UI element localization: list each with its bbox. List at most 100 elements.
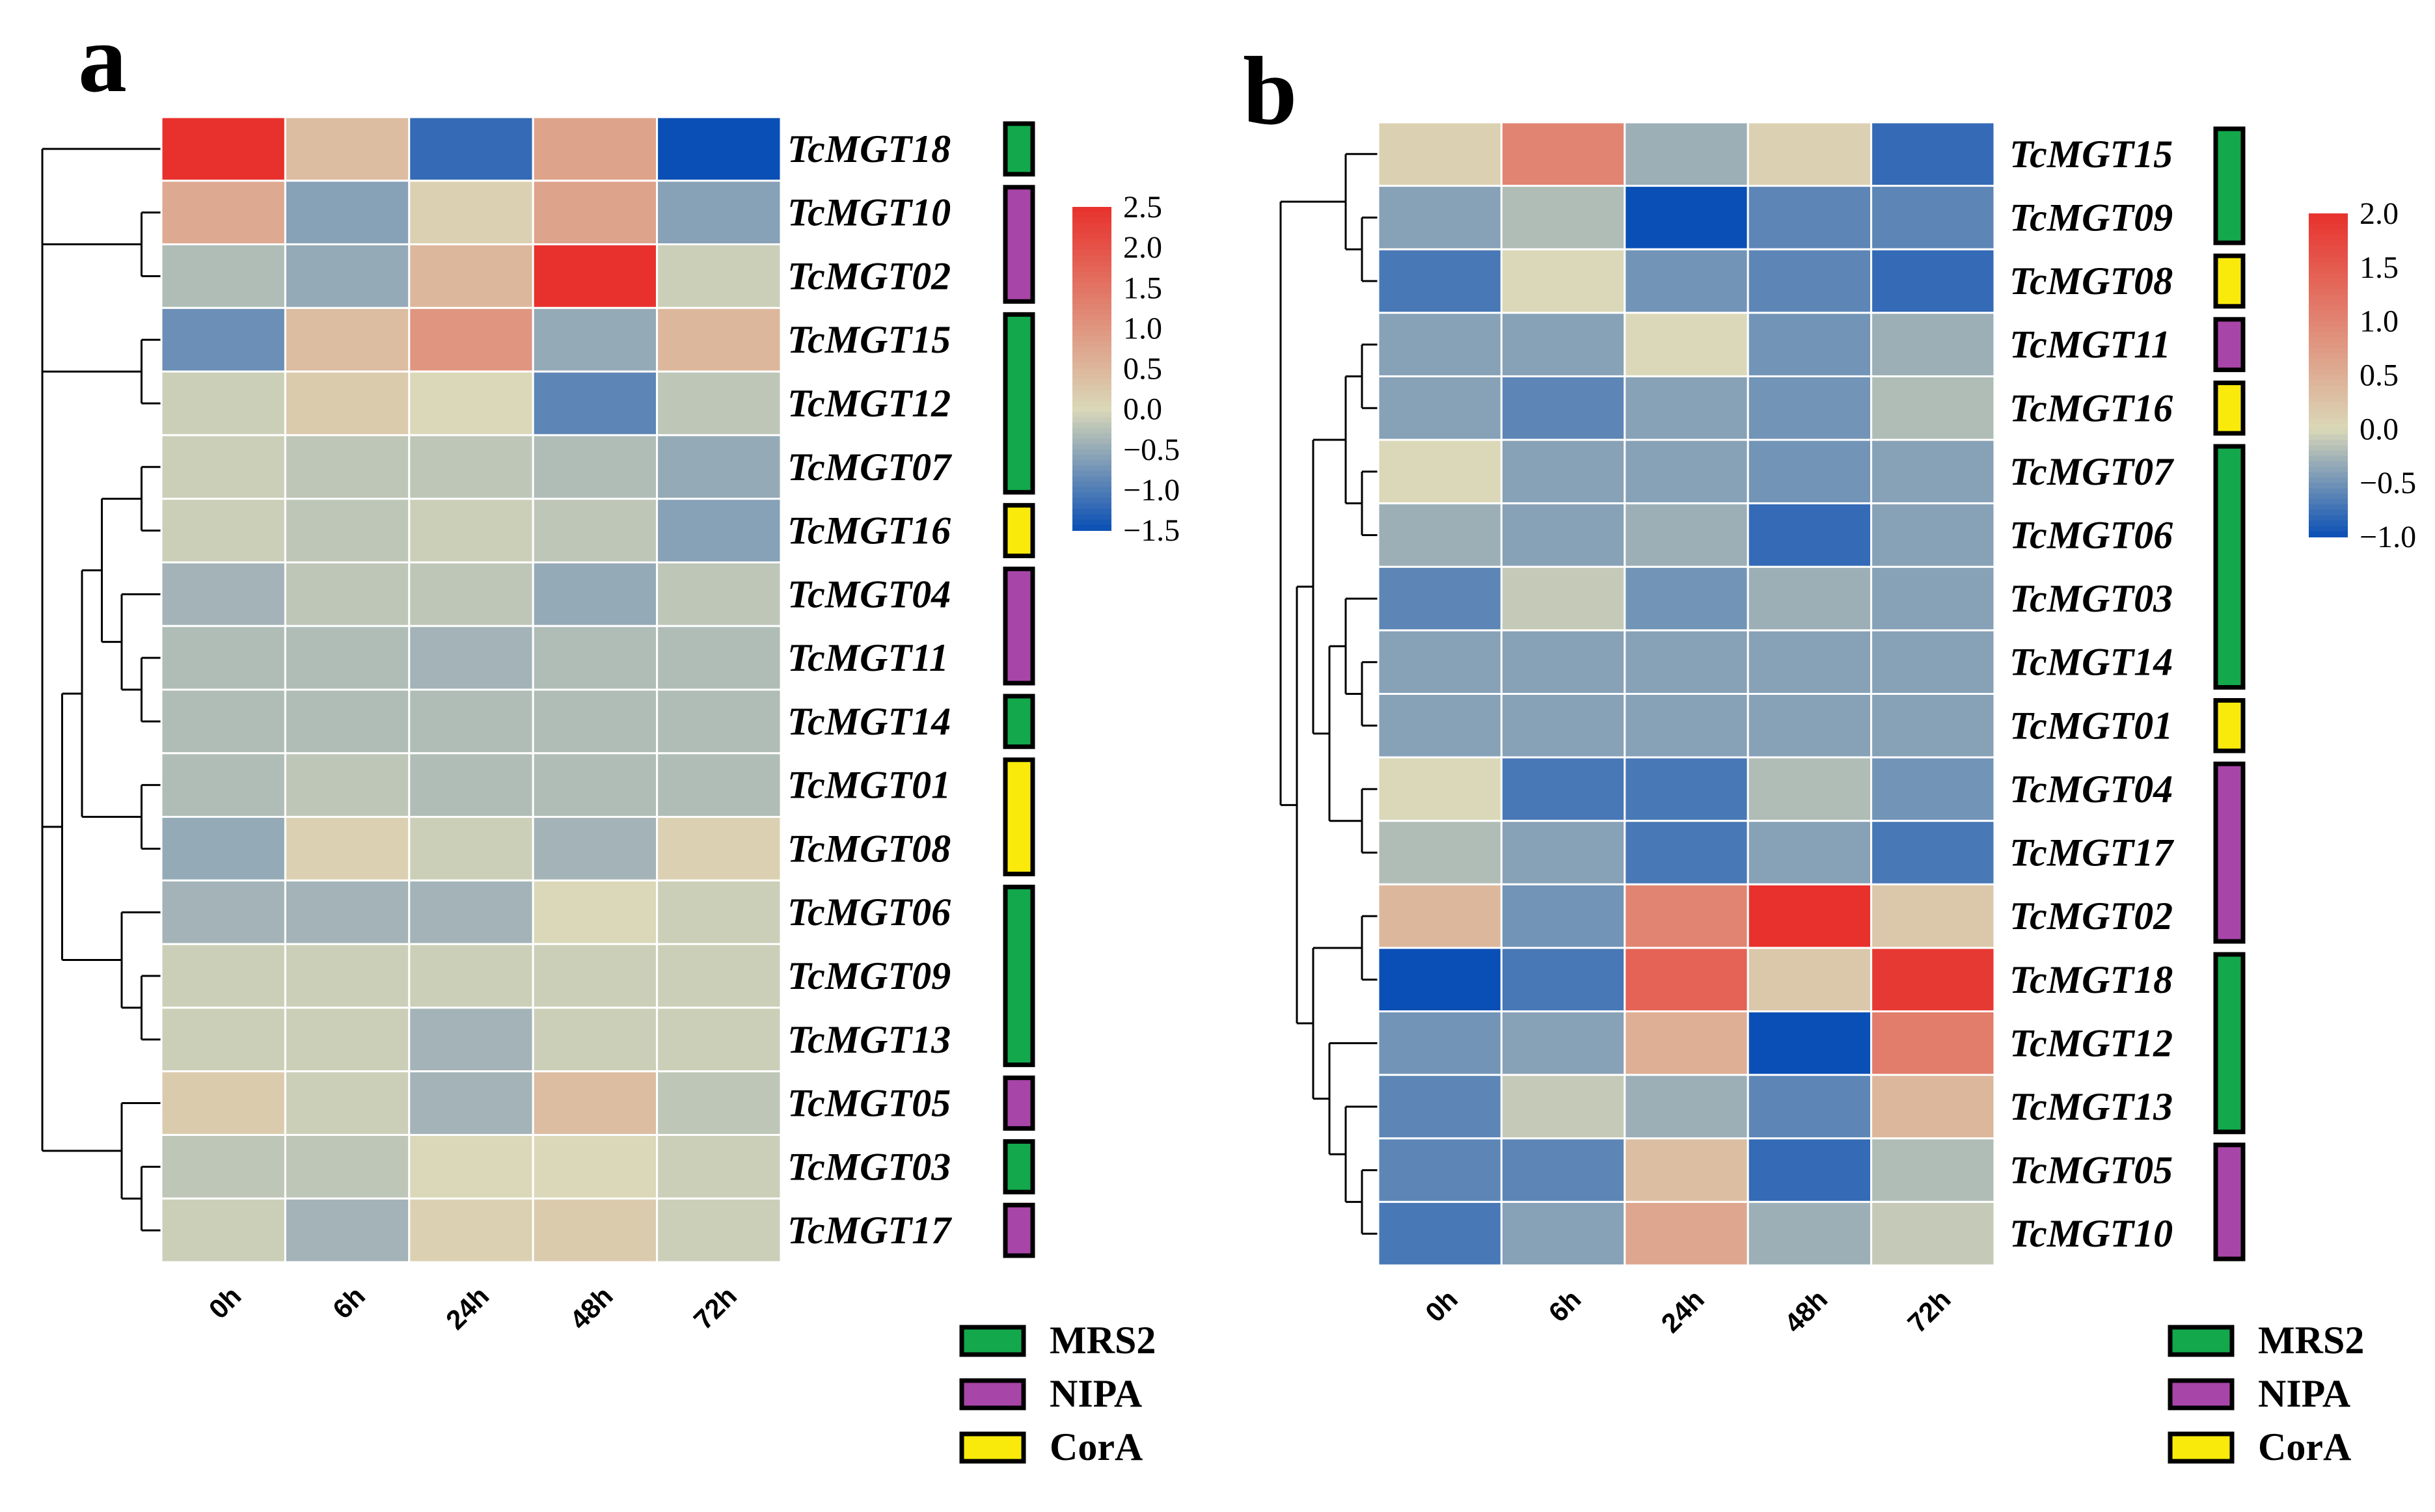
family-bar-cora-6 (1003, 757, 1035, 876)
heatmap-cell-TcMGT11-0h (1377, 312, 1503, 377)
colorbar-segment (1072, 239, 1111, 245)
colorbar-segment (1072, 401, 1111, 407)
heatmap-cell-TcMGT18-0h (1377, 947, 1503, 1013)
colorbar-segment (2309, 332, 2348, 338)
heatmap-cell-TcMGT06-0h (1377, 502, 1503, 568)
colorbar-segment (2309, 353, 2348, 360)
colorbar-tick-label: −1.5 (1123, 513, 1180, 548)
heatmap-cell-TcMGT07-48h (1747, 439, 1873, 505)
heatmap-cell-TcMGT12-48h (532, 370, 659, 437)
heatmap-cell-TcMGT18-0h (160, 116, 286, 182)
heatmap-cell-TcMGT14-72h (1870, 629, 1996, 695)
heatmap-cell-TcMGT13-0h (1377, 1073, 1503, 1140)
colorbar-segment (1072, 282, 1111, 289)
colorbar-segment (2309, 224, 2348, 230)
heatmap-cell-TcMGT09-0h (1377, 185, 1503, 250)
heatmap-cell-TcMGT10-0h (160, 180, 286, 246)
colorbar-segment (2309, 326, 2348, 333)
colorbar-segment (1072, 363, 1111, 370)
colorbar-segment (2309, 278, 2348, 284)
colorbar-segment (1072, 298, 1111, 305)
colorbar-segment (1072, 406, 1111, 412)
heatmap-cell-TcMGT15-24h (408, 306, 534, 373)
colorbar-segment (2309, 250, 2348, 258)
heatmap-cell-TcMGT15-48h (532, 306, 659, 373)
colorbar-segment (2309, 380, 2348, 387)
heatmap-cell-TcMGT11-6h (284, 625, 411, 691)
colorbar-tick-label: 0.0 (1123, 392, 1162, 427)
heatmap-cell-TcMGT10-0h (1377, 1200, 1503, 1267)
gene-label-TcMGT07: TcMGT07 (2009, 450, 2174, 493)
heatmap-cell-TcMGT10-24h (1624, 1200, 1749, 1267)
heatmap-cell-TcMGT08-24h (1624, 248, 1749, 314)
heatmap-cell-TcMGT14-6h (284, 688, 411, 755)
colorbar-segment (2309, 493, 2348, 500)
colorbar-segment (2309, 466, 2348, 473)
heatmap-cell-TcMGT16-6h (284, 498, 411, 563)
family-bar-nipa-10 (1003, 1202, 1035, 1258)
heatmap-cell-TcMGT10-48h (532, 180, 659, 246)
heatmap-cell-TcMGT06-72h (1870, 502, 1996, 568)
heatmap-cell-TcMGT03-0h (1377, 565, 1503, 632)
colorbar-segment (1072, 411, 1111, 418)
heatmap-cell-TcMGT11-24h (1624, 312, 1749, 377)
column-label-72h: 72h (688, 1280, 742, 1335)
heatmap-cell-TcMGT09-48h (1747, 185, 1873, 250)
legend-swatch-nipa (2168, 1378, 2235, 1411)
panel-a-family-bars (1003, 121, 1035, 1258)
panel-a-colorbar: 2.5 2.0 1.5 1.0 0.5 0.0 −0.5 −1.0 −1.5 (1072, 190, 1180, 548)
heatmap-cell-TcMGT18-72h (656, 116, 782, 182)
gene-label-TcMGT02: TcMGT02 (787, 254, 951, 297)
colorbar-segment (1072, 422, 1111, 429)
colorbar-tick-label: 2.5 (1123, 190, 1162, 224)
heatmap-cell-TcMGT12-24h (1624, 1010, 1749, 1076)
heatmap-cell-TcMGT16-24h (408, 498, 534, 563)
gene-label-TcMGT06: TcMGT06 (2009, 513, 2173, 556)
heatmap-cell-TcMGT15-72h (1870, 121, 1996, 187)
heatmap-cell-TcMGT06-24h (408, 879, 534, 945)
family-bar-mrs2-7 (2213, 952, 2246, 1135)
colorbar-segment (1072, 336, 1111, 343)
colorbar-segment (2309, 429, 2348, 435)
heatmap-cell-TcMGT11-6h (1500, 312, 1626, 377)
heatmap-cell-TcMGT17-6h (284, 1197, 411, 1263)
heatmap-cell-TcMGT04-6h (1500, 756, 1626, 822)
colorbar-segment (2309, 273, 2348, 279)
colorbar-segment (1072, 250, 1111, 256)
panel-a-cells (160, 116, 782, 1263)
heatmap-cell-TcMGT06-6h (1500, 502, 1626, 568)
colorbar-segment (1072, 379, 1111, 386)
column-label-48h: 48h (1778, 1284, 1833, 1338)
legend-label-cora: CorA (1050, 1425, 1143, 1468)
heatmap-cell-TcMGT02-6h (1500, 883, 1626, 949)
heatmap-cell-TcMGT14-48h (1747, 629, 1873, 695)
heatmap-cell-TcMGT07-6h (1500, 439, 1626, 505)
colorbar-segment (2309, 235, 2348, 241)
heatmap-cell-TcMGT10-24h (408, 180, 534, 246)
heatmap-cell-TcMGT03-0h (160, 1133, 286, 1200)
colorbar-segment (2309, 418, 2348, 425)
heatmap-cell-TcMGT07-24h (408, 434, 534, 500)
colorbar-segment (1072, 212, 1111, 219)
colorbar-tick-label: 1.5 (2360, 250, 2399, 285)
colorbar-segment (2309, 283, 2348, 290)
heatmap-cell-TcMGT17-48h (1747, 820, 1873, 885)
panel-b-letter: b (1243, 37, 1297, 145)
colorbar-segment (1072, 395, 1111, 402)
colorbar-segment (2309, 477, 2348, 484)
heatmap-cell-TcMGT11-72h (1870, 312, 1996, 377)
heatmap-cell-TcMGT11-48h (532, 625, 659, 691)
heatmap-cell-TcMGT03-72h (656, 1133, 782, 1200)
colorbar-segment (1072, 234, 1111, 240)
colorbar-segment (1072, 470, 1111, 478)
colorbar-segment (2309, 358, 2348, 365)
heatmap-cell-TcMGT03-6h (1500, 565, 1626, 632)
colorbar-segment (2309, 445, 2348, 452)
legend-swatch-mrs2 (959, 1325, 1026, 1357)
colorbar-segment (2309, 488, 2348, 494)
heatmap-cell-TcMGT09-0h (160, 943, 286, 1009)
heatmap-cell-TcMGT16-6h (1500, 375, 1626, 441)
colorbar-segment (2309, 316, 2348, 322)
heatmap-cell-TcMGT01-48h (532, 752, 659, 818)
heatmap-cell-TcMGT18-24h (408, 116, 534, 182)
